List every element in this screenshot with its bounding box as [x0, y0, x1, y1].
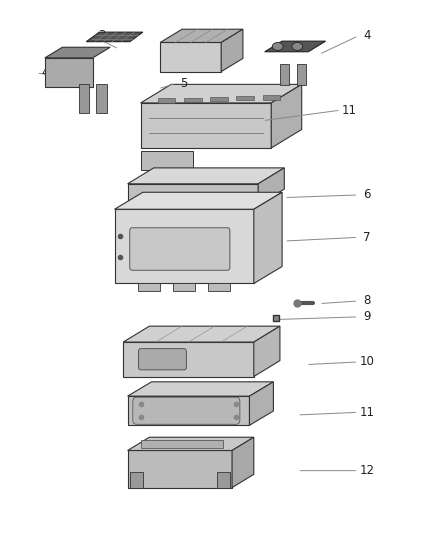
- Ellipse shape: [292, 43, 303, 51]
- Polygon shape: [221, 29, 243, 71]
- Polygon shape: [141, 151, 193, 169]
- Ellipse shape: [272, 43, 283, 51]
- Polygon shape: [45, 47, 110, 58]
- Polygon shape: [130, 472, 143, 488]
- Polygon shape: [173, 284, 195, 292]
- Polygon shape: [123, 326, 280, 342]
- Polygon shape: [115, 192, 282, 209]
- Polygon shape: [79, 84, 89, 113]
- Polygon shape: [210, 97, 228, 101]
- Polygon shape: [141, 84, 302, 103]
- Polygon shape: [96, 84, 107, 113]
- Polygon shape: [184, 98, 201, 102]
- FancyBboxPatch shape: [141, 440, 223, 448]
- Polygon shape: [45, 58, 93, 87]
- Polygon shape: [160, 43, 221, 71]
- Text: 7: 7: [363, 231, 371, 244]
- Polygon shape: [208, 284, 230, 292]
- Polygon shape: [265, 41, 325, 52]
- Polygon shape: [271, 84, 302, 148]
- Text: 12: 12: [360, 464, 374, 477]
- Text: 11: 11: [342, 103, 357, 117]
- FancyBboxPatch shape: [138, 349, 186, 370]
- Text: 4: 4: [363, 29, 371, 42]
- Text: 2: 2: [202, 29, 210, 42]
- Polygon shape: [127, 184, 258, 205]
- Text: 4: 4: [41, 67, 49, 79]
- Polygon shape: [250, 382, 273, 425]
- Polygon shape: [237, 96, 254, 100]
- Polygon shape: [160, 29, 243, 43]
- Text: 6: 6: [363, 189, 371, 201]
- Polygon shape: [127, 382, 273, 396]
- Polygon shape: [127, 168, 284, 184]
- Text: 11: 11: [360, 406, 374, 419]
- Polygon shape: [258, 168, 284, 205]
- Text: 10: 10: [360, 356, 374, 368]
- Text: 3: 3: [98, 29, 105, 42]
- Polygon shape: [297, 64, 306, 85]
- Polygon shape: [254, 192, 282, 284]
- Polygon shape: [138, 284, 160, 292]
- Polygon shape: [217, 472, 230, 488]
- Polygon shape: [127, 396, 250, 425]
- Polygon shape: [127, 437, 254, 450]
- Text: 9: 9: [363, 310, 371, 324]
- Polygon shape: [123, 342, 254, 376]
- Polygon shape: [262, 95, 280, 100]
- Text: 8: 8: [363, 294, 371, 308]
- Polygon shape: [232, 437, 254, 488]
- Polygon shape: [141, 103, 271, 148]
- FancyBboxPatch shape: [133, 397, 240, 424]
- Polygon shape: [127, 450, 232, 488]
- Text: 5: 5: [180, 77, 188, 90]
- Polygon shape: [280, 64, 289, 85]
- Polygon shape: [86, 32, 143, 42]
- FancyBboxPatch shape: [130, 228, 230, 270]
- Polygon shape: [254, 326, 280, 376]
- Polygon shape: [158, 98, 176, 102]
- Polygon shape: [115, 209, 254, 284]
